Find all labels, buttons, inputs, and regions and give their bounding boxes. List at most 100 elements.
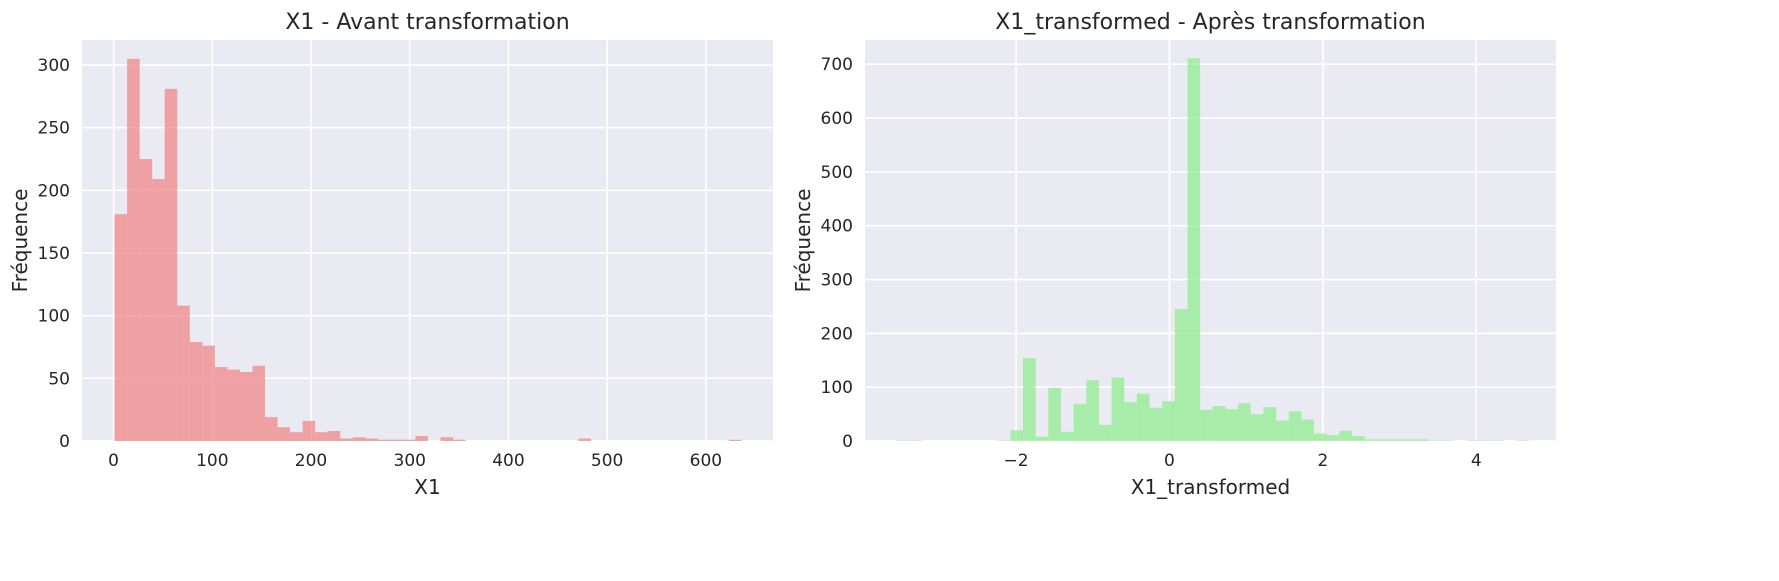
histogram-bar: [1073, 403, 1087, 441]
histogram-bar: [1440, 440, 1454, 441]
histogram-bar: [1187, 58, 1201, 442]
x-axis-label: X1_transformed: [1131, 475, 1290, 499]
y-tick-label: 200: [38, 181, 70, 201]
histogram-bar: [377, 439, 391, 441]
y-axis-label: Fréquence: [8, 189, 32, 293]
x-tick-label: 400: [492, 451, 524, 471]
y-tick-label: 100: [821, 378, 853, 398]
grid-lines: [865, 40, 1556, 442]
histogram-bar: [1225, 409, 1239, 441]
histogram-bar: [127, 58, 140, 441]
histogram-bars: [114, 58, 742, 442]
histogram-bar: [1427, 440, 1441, 441]
histogram-bar: [177, 305, 190, 441]
histogram-bar: [114, 214, 128, 441]
chart-title: X1 - Avant transformation: [285, 10, 569, 35]
x-tick-label: −2: [1004, 451, 1029, 471]
histogram-bar: [1377, 439, 1390, 441]
y-tick-label: 50: [48, 369, 70, 389]
histogram-bar: [1389, 439, 1403, 441]
histogram-bar: [728, 439, 742, 441]
plot-area: [865, 40, 1556, 441]
y-tick-label: 400: [821, 217, 853, 237]
histogram-bar: [1326, 435, 1340, 441]
histogram-bar: [1035, 436, 1049, 441]
histogram-bar: [340, 438, 353, 441]
histogram-bar: [1465, 440, 1479, 441]
histogram-bar: [1010, 430, 1023, 441]
histogram-bar: [1351, 436, 1365, 441]
x-tick-labels: −2 0 2 4: [1004, 451, 1482, 471]
histogram-bar: [1174, 309, 1188, 441]
histogram-bar: [202, 345, 215, 441]
x-tick-label: 500: [591, 451, 623, 471]
y-tick-label: 700: [821, 55, 853, 75]
x-tick-label: 600: [690, 451, 722, 471]
y-tick-label: 150: [38, 244, 70, 264]
histogram-bar: [277, 427, 291, 441]
histogram-bar: [1022, 358, 1036, 441]
histogram-bar: [1136, 393, 1150, 441]
histogram-bar: [1111, 377, 1125, 441]
x-tick-label: 100: [196, 451, 228, 471]
y-tick-label: 200: [821, 324, 853, 344]
histogram-bar: [315, 432, 328, 441]
histogram-bar: [1415, 439, 1428, 441]
y-tick-label: 250: [38, 119, 70, 139]
histogram-bar: [453, 439, 466, 441]
x-tick-label: 2: [1317, 451, 1328, 471]
histogram-bar: [896, 440, 910, 441]
histogram-bar: [1086, 380, 1099, 441]
histogram-bar: [909, 440, 922, 441]
y-tick-label: 300: [821, 271, 853, 291]
histogram-bar: [327, 430, 341, 441]
histogram-bar: [1149, 407, 1163, 441]
x-tick-label: 4: [1471, 451, 1482, 471]
x-tick-label: 0: [108, 451, 119, 471]
histogram-bar: [415, 435, 428, 441]
y-tick-label: 300: [38, 56, 70, 76]
histogram-bar: [1250, 414, 1264, 441]
histogram-bar: [265, 417, 278, 441]
histogram-bar: [302, 420, 316, 441]
histogram-bar: [1491, 440, 1504, 441]
histogram-bar: [139, 159, 153, 441]
histogram-bar: [1478, 440, 1492, 441]
histogram-bar: [189, 342, 203, 441]
histogram-bar: [1276, 420, 1289, 441]
histogram-bars: [896, 58, 1530, 442]
y-tick-label: 600: [821, 109, 853, 129]
histogram-bar: [365, 438, 378, 441]
histogram-bar: [239, 372, 253, 441]
histogram-bar: [352, 437, 366, 441]
x-tick-label: 0: [1164, 451, 1175, 471]
histogram-bar: [214, 367, 228, 441]
y-tick-labels: 0 100 200 300 400 500 600 700: [821, 55, 853, 452]
histogram-bar: [1162, 401, 1175, 441]
panel-before-transformation: 0 100 200 300 400 500 600 0 50 100 150 200 250 300 X…: [8, 10, 773, 499]
histogram-bar: [390, 439, 403, 441]
histogram-bar: [1263, 407, 1277, 441]
histogram-bar: [1060, 431, 1074, 441]
y-tick-label: 0: [59, 432, 70, 452]
histogram-bar: [1212, 406, 1226, 441]
histogram-bar: [1516, 440, 1530, 441]
x-tick-labels: 0 100 200 300 400 500 600: [108, 451, 722, 471]
x-tick-label: 300: [394, 451, 426, 471]
histogram-bar: [164, 88, 178, 441]
histogram-bar: [440, 437, 454, 441]
histogram-bar: [1288, 411, 1302, 441]
chart-title: X1_transformed - Après transformation: [995, 10, 1425, 35]
x-tick-label: 200: [295, 451, 327, 471]
histogram-bar: [578, 438, 591, 441]
histogram-bar: [290, 432, 303, 441]
x-axis-label: X1: [414, 475, 440, 499]
panel-after-transformation: −2 0 2 4 0 100 200 300 400 500 600 700 X1_transfor…: [791, 10, 1556, 499]
histogram-bar: [1314, 433, 1327, 441]
histogram-bar: [1238, 403, 1251, 441]
histogram-bar: [1048, 387, 1061, 441]
y-tick-label: 100: [38, 307, 70, 327]
y-tick-label: 500: [821, 163, 853, 183]
